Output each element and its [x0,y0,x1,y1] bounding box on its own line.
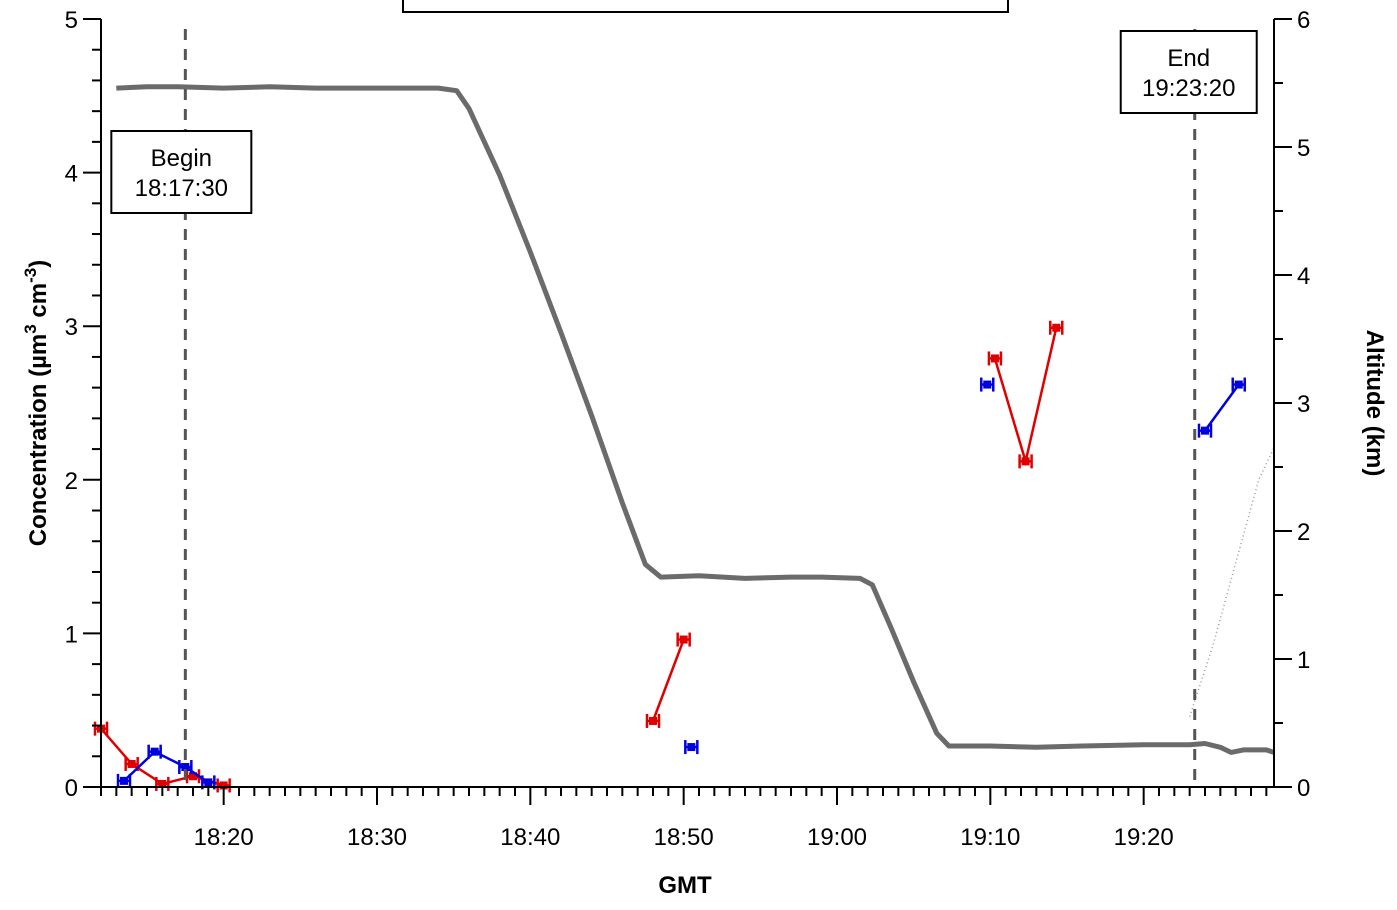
data-point [155,776,170,791]
marker [983,380,992,389]
x-tick-label: 19:00 [807,824,867,851]
marker [1234,380,1243,389]
marker [687,743,696,752]
marker [204,778,213,787]
marker [1201,426,1209,435]
y-axis-title: Concentration (µm3 cm-3) [21,260,52,546]
y-tick-label: 5 [65,7,78,34]
annotation-box [1119,30,1258,114]
annotation-text: Begin [151,145,212,172]
data-point [147,744,162,759]
series-line [1203,383,1240,432]
y2-tick-label: 1 [1297,647,1310,674]
marker [219,781,228,790]
data-point [684,740,699,755]
y2-tick-label: 0 [1297,775,1310,802]
data-point [980,377,995,392]
data-point [987,351,1003,366]
altitude-dotted-trace [1188,447,1275,717]
y2-axis-title: Altitude (km) [1361,330,1388,477]
y2-tick-label: 3 [1297,391,1310,418]
marker [679,635,688,644]
marker [649,716,657,725]
y2-tick-label: 4 [1297,263,1310,290]
x-axis-title: GMT [658,872,712,899]
marker [181,763,190,772]
annotation-text: End [1167,45,1210,72]
x-tick-label: 18:50 [654,824,714,851]
y-tick-label: 0 [65,775,78,802]
altitude-trace [116,84,1275,755]
data-point [216,778,231,793]
data-point [1231,377,1246,392]
series-line [123,750,209,784]
data-point [1018,454,1033,469]
marker [1021,457,1030,466]
data-point [1197,423,1213,438]
series-line [100,727,225,787]
series-line [993,327,1058,467]
title-box [402,0,1009,13]
annotation-text: 19:23:20 [1142,75,1235,102]
data-point [645,713,661,728]
y2-tick-label: 5 [1297,135,1310,162]
data-point [116,773,132,788]
y-tick-label: 1 [65,621,78,648]
marker [158,779,167,788]
annotation-text: 18:17:30 [135,175,228,202]
x-tick-label: 18:30 [347,824,407,851]
annotation-box [110,130,253,214]
y-tick-label: 4 [65,161,78,188]
x-tick-label: 19:20 [1114,824,1174,851]
x-tick-label: 18:20 [194,824,254,851]
marker [150,747,159,756]
y-tick-label: 2 [65,468,78,495]
marker [120,776,128,785]
marker [127,759,136,768]
x-tick-label: 19:10 [960,824,1020,851]
data-point [1049,320,1064,335]
y2-tick-label: 6 [1297,7,1310,34]
series-line [651,639,685,722]
y-tick-label: 3 [65,314,78,341]
marker [189,772,197,781]
x-tick-label: 18:40 [500,824,560,851]
marker [1052,323,1061,332]
data-point [676,632,691,647]
marker [990,354,999,363]
y2-tick-label: 2 [1297,519,1310,546]
data-point [178,760,193,775]
